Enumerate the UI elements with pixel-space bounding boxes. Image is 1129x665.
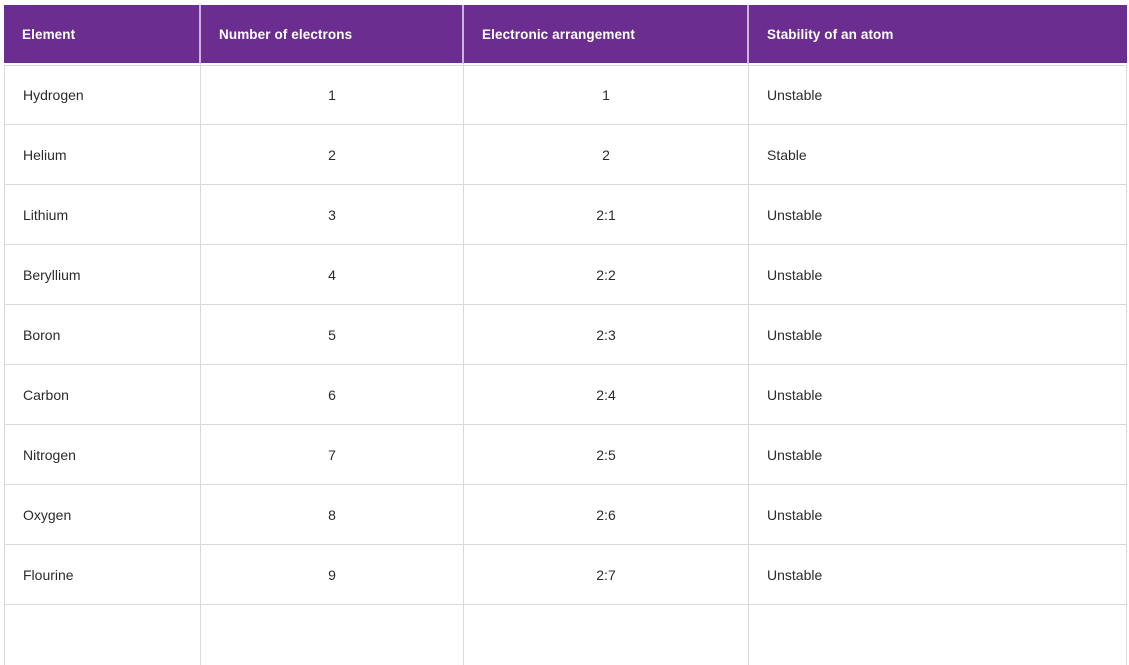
cell-arrangement: 2:2 (464, 245, 749, 305)
table-row: Boron 5 2:3 Unstable (4, 305, 1127, 365)
elements-table: Element Number of electrons Electronic a… (4, 5, 1127, 665)
cell-stability: Unstable (749, 425, 1127, 485)
cell-electrons: 7 (201, 425, 464, 485)
column-header-number-of-electrons: Number of electrons (201, 5, 464, 65)
cell-arrangement: 2 (464, 125, 749, 185)
cell-element: Oxygen (4, 485, 201, 545)
cell-element: Lithium (4, 185, 201, 245)
cell-stability: Unstable (749, 305, 1127, 365)
table-row: Helium 2 2 Stable (4, 125, 1127, 185)
cell-stability: Stable (749, 125, 1127, 185)
column-header-stability: Stability of an atom (749, 5, 1127, 65)
table-row: Flourine 9 2:7 Unstable (4, 545, 1127, 605)
cell-arrangement: 2:4 (464, 365, 749, 425)
cell-stability: Unstable (749, 365, 1127, 425)
table-row: Beryllium 4 2:2 Unstable (4, 245, 1127, 305)
cell-stability: Unstable (749, 245, 1127, 305)
table-row: Carbon 6 2:4 Unstable (4, 365, 1127, 425)
cell-arrangement: 1 (464, 65, 749, 125)
cell-arrangement: 2:5 (464, 425, 749, 485)
cell-element: Helium (4, 125, 201, 185)
cell-element: Nitrogen (4, 425, 201, 485)
cell-electrons: 3 (201, 185, 464, 245)
cell-arrangement: 2:1 (464, 185, 749, 245)
table-row: Oxygen 8 2:6 Unstable (4, 485, 1127, 545)
cell-electrons: 6 (201, 365, 464, 425)
cell-electrons: 4 (201, 245, 464, 305)
cell-stability: Unstable (749, 485, 1127, 545)
cell-electrons: 2 (201, 125, 464, 185)
cell-arrangement (464, 605, 749, 665)
cell-element: Flourine (4, 545, 201, 605)
column-header-electronic-arrangement: Electronic arrangement (464, 5, 749, 65)
cell-element: Beryllium (4, 245, 201, 305)
cell-electrons: 1 (201, 65, 464, 125)
cell-stability: Unstable (749, 65, 1127, 125)
cell-arrangement: 2:7 (464, 545, 749, 605)
table-row: Lithium 3 2:1 Unstable (4, 185, 1127, 245)
cell-element: Boron (4, 305, 201, 365)
cell-arrangement: 2:3 (464, 305, 749, 365)
cell-electrons: 8 (201, 485, 464, 545)
header-row: Element Number of electrons Electronic a… (4, 5, 1127, 65)
table-row-partial (4, 605, 1127, 665)
cell-stability: Unstable (749, 545, 1127, 605)
cell-electrons: 9 (201, 545, 464, 605)
column-header-element: Element (4, 5, 201, 65)
cell-element (4, 605, 201, 665)
cell-element: Carbon (4, 365, 201, 425)
cell-electrons: 5 (201, 305, 464, 365)
table-row: Nitrogen 7 2:5 Unstable (4, 425, 1127, 485)
cell-element: Hydrogen (4, 65, 201, 125)
cell-stability (749, 605, 1127, 665)
cell-electrons (201, 605, 464, 665)
cell-stability: Unstable (749, 185, 1127, 245)
cell-arrangement: 2:6 (464, 485, 749, 545)
table-row: Hydrogen 1 1 Unstable (4, 65, 1127, 125)
table-container: Element Number of electrons Electronic a… (4, 5, 1127, 665)
